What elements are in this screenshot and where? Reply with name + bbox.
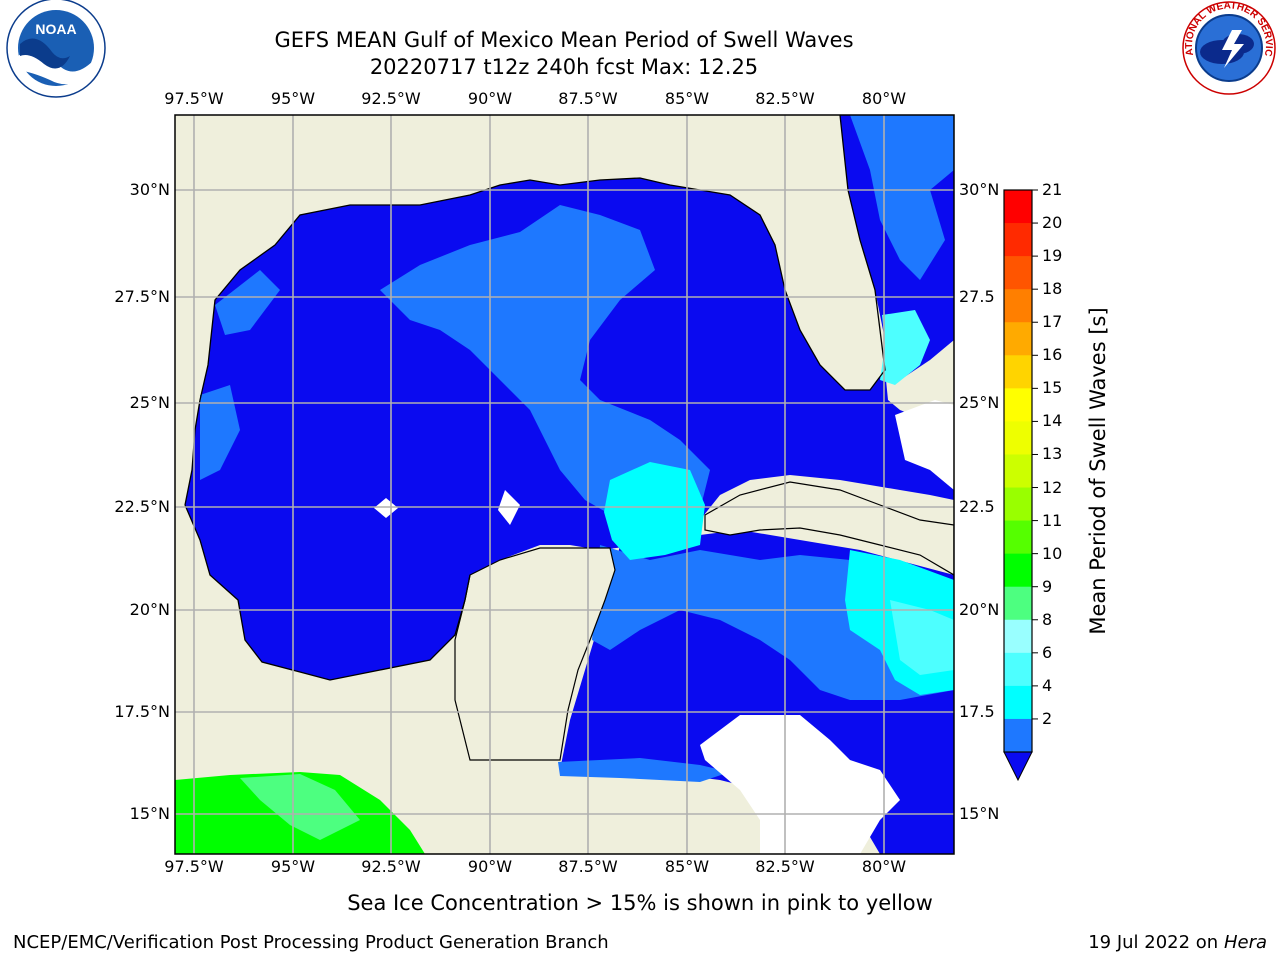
nodata-bahamas	[895, 400, 954, 490]
footer-host: Hera	[1223, 932, 1267, 953]
colorbar-frame	[1003, 189, 1033, 753]
colorbar-tick-label: 13	[1042, 444, 1063, 464]
colorbar-tick-label: 4	[1042, 675, 1053, 695]
lat-label-left: 20°N	[129, 600, 170, 619]
figure-subtitle: 20220717 t12z 240h fcst Max: 12.25	[369, 55, 759, 79]
colorbar-segment	[1004, 256, 1032, 290]
ice-caption: Sea Ice Concentration > 15% is shown in …	[0, 891, 1280, 915]
colorbar-segment	[1004, 718, 1032, 753]
footer-date: 19 Jul 2022 on Hera	[1088, 932, 1267, 953]
coastline-west	[184, 504, 471, 681]
lon-label-bottom: 90°W	[467, 857, 513, 876]
lon-label-bottom: 85°W	[664, 857, 710, 876]
mid-blue-sw	[200, 385, 240, 480]
colorbar-segment	[1004, 454, 1032, 489]
colorbar-segment	[1004, 190, 1032, 224]
lat-label-left: 30°N	[129, 180, 170, 199]
nodata-island	[374, 498, 398, 518]
lat-label-left: 27.5°N	[114, 287, 170, 306]
footer-org: NCEP/EMC/Verification Post Processing Pr…	[13, 932, 609, 953]
colorbar-segment	[1004, 322, 1032, 356]
noaa-logo-text: NOAA	[35, 21, 76, 37]
cyan-yucatan	[604, 462, 705, 560]
lat-label-left: 25°N	[129, 393, 170, 412]
colorbar-tick-label: 11	[1042, 510, 1063, 530]
colorbar-tick-label: 2	[1042, 708, 1053, 728]
colorbar-label: Mean Period of Swell Waves [s]	[1086, 307, 1110, 635]
graticule	[175, 115, 954, 854]
lat-label-left: 22.5°N	[114, 497, 170, 516]
colorbar-tick-label: 12	[1042, 477, 1063, 497]
lon-label-top: 97.5°W	[164, 89, 224, 108]
lon-label-top: 85°W	[664, 89, 710, 108]
lat-label-right: 25°N	[959, 393, 1000, 412]
colorbar	[1003, 189, 1038, 782]
colorbar-segment	[1004, 685, 1032, 720]
colorbar-segment	[1004, 355, 1032, 389]
colorbar-segment	[1004, 421, 1032, 455]
lat-label-right: 20°N	[959, 600, 1000, 619]
colorbar-segment	[1004, 289, 1032, 323]
lat-label-right: 15°N	[959, 804, 1000, 823]
colorbar-tick-label: 18	[1042, 279, 1063, 299]
colorbar-tick-label: 15	[1042, 378, 1063, 398]
map-frame	[174, 114, 955, 855]
lon-label-bottom: 82.5°W	[755, 857, 815, 876]
light-cyan-caribbean	[890, 600, 954, 675]
lon-label-bottom: 92.5°W	[361, 857, 421, 876]
mid-blue-w	[215, 270, 280, 335]
lon-label-bottom: 95°W	[270, 857, 316, 876]
colorbar-segment	[1004, 553, 1032, 588]
yucatan-land	[454, 547, 616, 761]
cuba-land	[704, 481, 954, 576]
colorbar-under-arrow	[1003, 751, 1033, 782]
lat-label-right: 27.5	[959, 287, 995, 306]
cyan-florida	[880, 310, 930, 385]
colorbar-tick-label: 10	[1042, 543, 1063, 563]
colorbar-tick-label: 19	[1042, 246, 1063, 266]
lon-label-bottom: 87.5°W	[558, 857, 618, 876]
coastline	[184, 115, 886, 506]
colorbar-tick-label: 17	[1042, 312, 1063, 332]
colorbar-segment	[1004, 388, 1032, 422]
colorbar-segment	[1004, 487, 1032, 522]
colorbar-tick-label: 6	[1042, 642, 1053, 662]
ice-caption-text: Sea Ice Concentration > 15% is shown in …	[347, 891, 933, 915]
colorbar-tick-label: 16	[1042, 345, 1063, 365]
map-area	[175, 115, 954, 854]
footer-date-text: 19 Jul 2022 on	[1088, 932, 1219, 953]
colorbar-tick-label: 8	[1042, 609, 1053, 629]
pacific-light-green	[240, 774, 360, 840]
colorbar-segment	[1004, 652, 1032, 687]
figure-title: GEFS MEAN Gulf of Mexico Mean Period of …	[274, 28, 854, 52]
colorbar-segment	[1004, 586, 1032, 621]
colorbar-tick-label: 9	[1042, 576, 1053, 596]
lon-label-top: 87.5°W	[558, 89, 618, 108]
colorbar-segment	[1004, 223, 1032, 257]
lon-label-top: 92.5°W	[361, 89, 421, 108]
nodata-central-america	[700, 715, 900, 854]
lat-label-right: 22.5	[959, 497, 995, 516]
lon-label-top: 82.5°W	[755, 89, 815, 108]
lon-label-top: 80°W	[861, 89, 907, 108]
mid-blue-atlantic	[850, 115, 954, 280]
lat-label-left: 17.5°N	[114, 702, 170, 721]
colorbar-segment	[1004, 619, 1032, 654]
lon-label-top: 90°W	[467, 89, 513, 108]
lat-label-right: 17.5	[959, 702, 995, 721]
colorbar-segment	[1004, 520, 1032, 555]
mid-blue-swath	[380, 205, 710, 520]
colorbar-tick-label: 20	[1042, 213, 1063, 233]
noaa-logo: NOAA	[6, 0, 106, 98]
lat-label-right: 30°N	[959, 180, 1000, 199]
lon-label-bottom: 80°W	[861, 857, 907, 876]
lon-label-top: 95°W	[270, 89, 316, 108]
lon-label-bottom: 97.5°W	[164, 857, 224, 876]
colorbar-tick-label: 21	[1042, 180, 1063, 199]
lat-label-left: 15°N	[129, 804, 170, 823]
colorbar-tick-label: 14	[1042, 411, 1063, 431]
